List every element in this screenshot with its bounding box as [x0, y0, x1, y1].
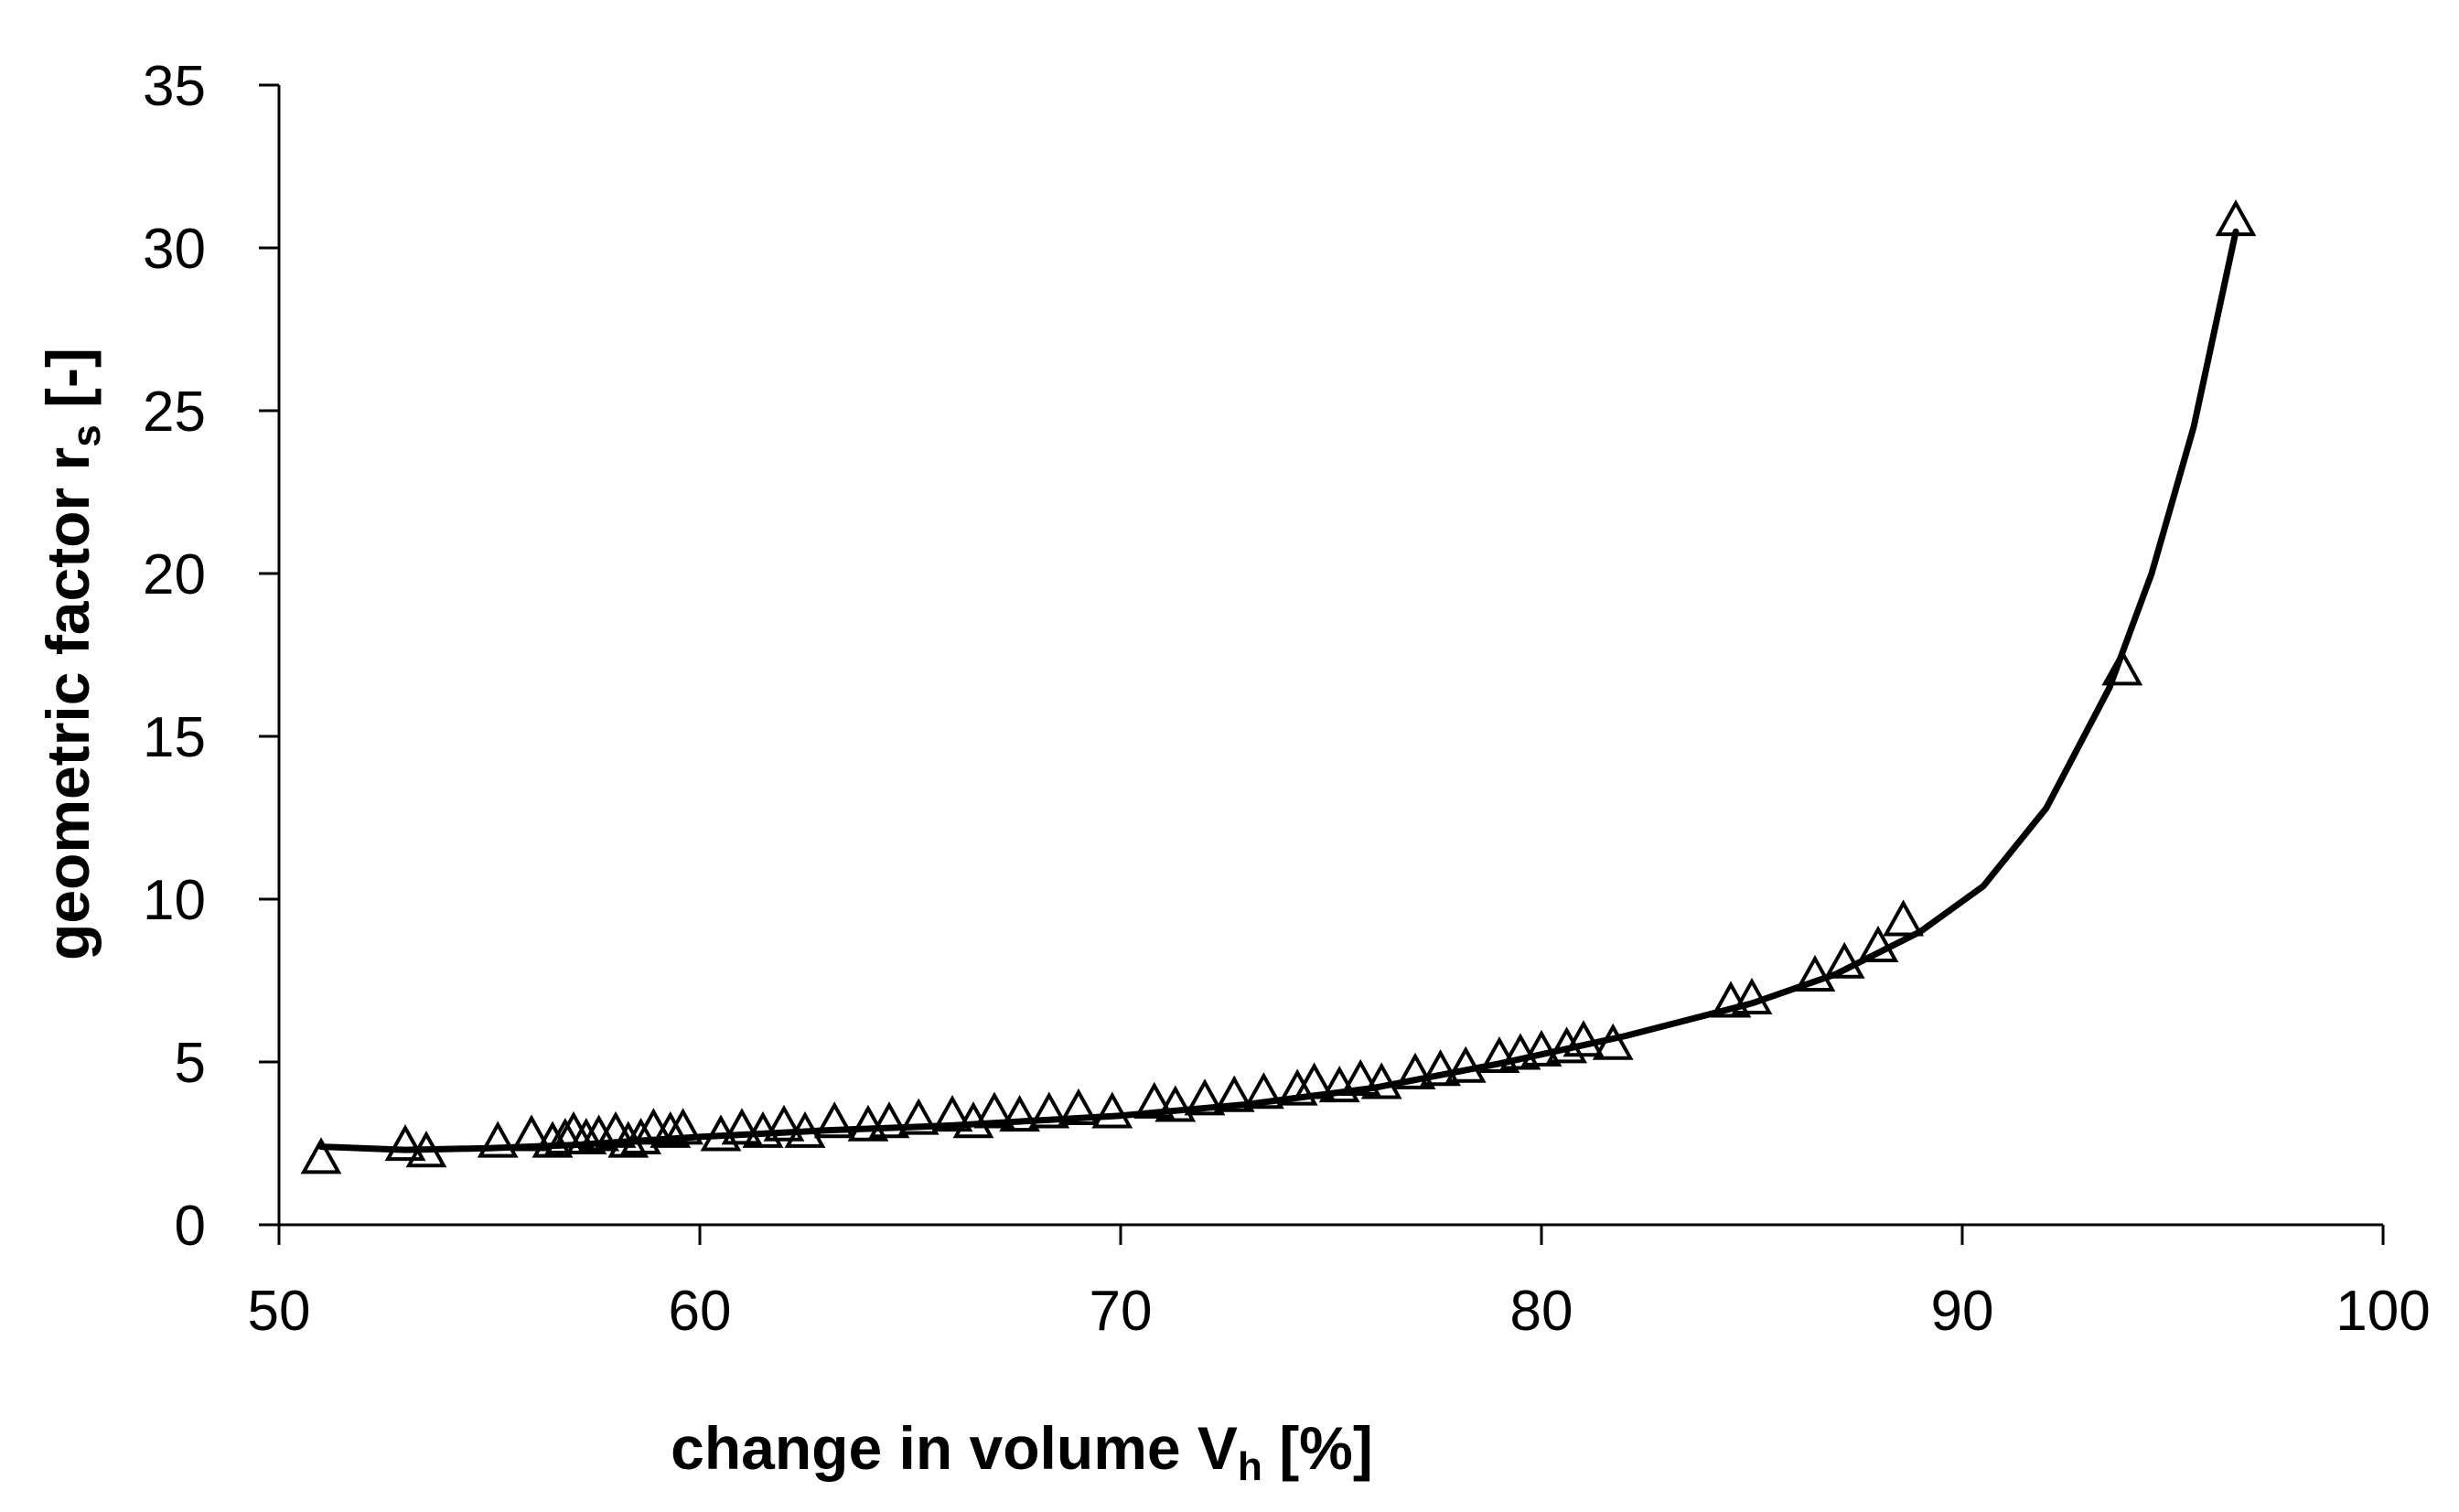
data-point-triangle [1213, 1075, 1255, 1112]
data-point-triangle [1562, 1020, 1605, 1057]
data-point-triangle [1360, 1062, 1402, 1099]
data-point-triangle [1339, 1058, 1381, 1096]
data-point-triangle [544, 1117, 586, 1155]
data-point-triangle [721, 1108, 763, 1145]
data-point-triangle [477, 1121, 519, 1158]
data-point-triangle [2215, 199, 2257, 237]
data-point-triangle [300, 1137, 342, 1174]
y-axis-title-suffix: [-] [34, 348, 102, 424]
data-point-triangle [1444, 1046, 1487, 1083]
data-point-triangle [1857, 925, 1899, 962]
data-point-triangle [813, 1101, 855, 1139]
data-point-triangle [1091, 1091, 1133, 1129]
data-point-triangle [2101, 649, 2143, 686]
y-axis-title-sub: s [64, 424, 109, 446]
data-point-triangle [763, 1104, 805, 1142]
data-point-triangle [1028, 1091, 1070, 1129]
data-point-triangle [1883, 899, 1925, 937]
x-tick-label: 90 [1931, 1280, 1994, 1343]
data-point-triangle [1058, 1088, 1100, 1125]
y-axis-title-main: geometric factor r [34, 447, 102, 960]
data-point-triangle [1823, 941, 1865, 979]
data-point-triangle [578, 1114, 620, 1152]
data-point-triangle [1154, 1085, 1197, 1122]
data-point-triangle [999, 1095, 1041, 1132]
x-axis-title: change in volume Vh [%] [671, 1414, 1373, 1489]
data-point-triangle [1420, 1049, 1462, 1087]
y-tick-label: 5 [175, 1032, 206, 1095]
y-tick-label: 20 [143, 543, 206, 606]
data-point-triangle [1184, 1078, 1226, 1116]
data-point-triangle [565, 1117, 607, 1155]
data-point-triangle [868, 1101, 910, 1139]
fit-curve-line [317, 228, 2239, 1153]
data-point-triangle [405, 1131, 447, 1168]
data-point-triangle [384, 1124, 426, 1162]
data-point-triangle [784, 1110, 826, 1148]
data-point-triangle [897, 1098, 940, 1135]
data-point-triangle [1731, 977, 1773, 1014]
data-point-triangle [620, 1117, 662, 1155]
y-tick-label: 0 [175, 1195, 206, 1258]
x-tick-label: 70 [1090, 1280, 1153, 1343]
data-point-triangle [650, 1110, 692, 1148]
data-point-triangle [1242, 1072, 1284, 1110]
data-point-triangle [1276, 1068, 1318, 1106]
y-tick-label: 25 [143, 381, 206, 444]
y-tick-label: 35 [143, 55, 206, 118]
y-tick-label: 30 [143, 218, 206, 281]
x-axis-title-main: change in volume V [671, 1414, 1238, 1482]
x-axis-title-sub: h [1238, 1444, 1262, 1489]
data-point-triangle [662, 1108, 704, 1145]
data-point-triangle [1546, 1026, 1588, 1064]
data-point-triangle [931, 1095, 973, 1132]
data-point-triangle [973, 1091, 1015, 1129]
x-tick-label: 50 [248, 1280, 311, 1343]
y-axis-title: geometric factor rs [-] [34, 348, 109, 960]
data-point-triangle [1592, 1023, 1634, 1060]
data-point-triangle [1133, 1081, 1176, 1119]
x-tick-label: 100 [2336, 1280, 2430, 1343]
y-tick-label: 10 [143, 869, 206, 932]
x-axis-title-suffix: [%] [1262, 1414, 1373, 1482]
data-point-triangle [1520, 1029, 1562, 1067]
y-tick-label: 15 [143, 706, 206, 769]
x-tick-label: 80 [1510, 1280, 1573, 1343]
x-tick-label: 60 [669, 1280, 732, 1343]
data-point-triangle [1394, 1052, 1436, 1089]
data-point-triangle [510, 1114, 553, 1152]
tick-group: 50 60 70 80 90 100 0 5 10 15 20 25 30 35 [143, 55, 2431, 1343]
data-point-triangle [1794, 954, 1836, 992]
data-point-triangle [1294, 1062, 1336, 1099]
marks-group [300, 199, 2257, 1174]
